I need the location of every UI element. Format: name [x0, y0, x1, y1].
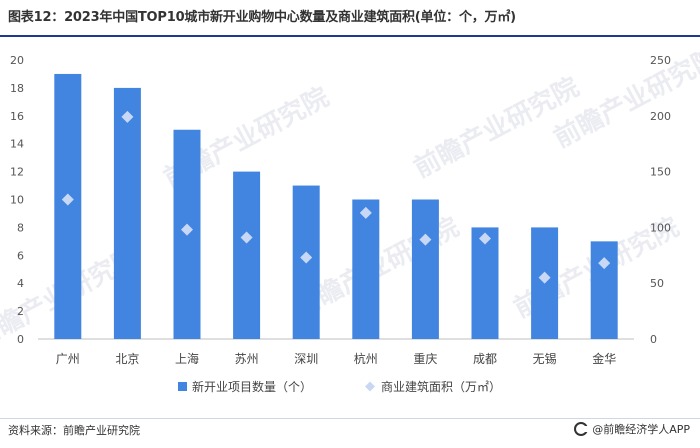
diamond-6	[419, 233, 432, 246]
diamond-4	[300, 251, 313, 264]
x-tick-label-7: 成都	[473, 352, 497, 366]
left-tick-label-6: 12	[10, 166, 24, 179]
brand-credit: @前瞻经济学人APP	[574, 421, 690, 437]
footer-divider	[0, 418, 700, 419]
bar-1	[113, 87, 141, 340]
diamond-1	[121, 110, 134, 123]
x-tick-label-3: 苏州	[235, 352, 259, 366]
legend-swatch-diamond	[365, 381, 375, 392]
diamond-8	[538, 271, 551, 284]
left-tick-label-8: 16	[10, 110, 24, 123]
diamond-3	[240, 231, 253, 244]
x-tick-label-8: 无锡	[533, 351, 557, 366]
x-tick-label-9: 金华	[592, 351, 616, 366]
right-tick-label-2: 100	[650, 221, 671, 234]
right-tick-label-1: 50	[650, 277, 664, 290]
legend-label-bar: 新开业项目数量（个）	[192, 379, 312, 394]
left-tick-label-4: 8	[17, 221, 24, 234]
diamond-0	[61, 193, 74, 206]
bar-5	[352, 199, 380, 339]
bar-7	[471, 227, 499, 339]
right-tick-label-5: 250	[650, 54, 671, 67]
right-tick-label-3: 150	[650, 166, 671, 179]
right-tick-label-0: 0	[650, 333, 657, 346]
legend-swatch-bar	[178, 382, 187, 391]
left-tick-label-9: 18	[10, 82, 24, 95]
diamond-series	[61, 110, 611, 284]
title-underline	[0, 35, 700, 37]
bar-3	[233, 171, 261, 339]
chart-title: 图表12：2023年中国TOP10城市新开业购物中心数量及商业建筑面积(单位：个…	[8, 10, 516, 25]
x-tick-label-1: 北京	[115, 352, 139, 366]
x-tick-label-0: 广州	[56, 352, 80, 366]
left-tick-label-3: 6	[17, 249, 24, 262]
bar-6	[411, 199, 439, 339]
left-tick-label-7: 14	[10, 138, 24, 151]
left-tick-label-2: 4	[17, 277, 24, 290]
legend: 新开业项目数量（个） 商业建筑面积（万㎡）	[178, 379, 501, 394]
source-note: 资料来源：前瞻产业研究院	[8, 424, 140, 437]
title-bar: 图表12：2023年中国TOP10城市新开业购物中心数量及商业建筑面积(单位：个…	[0, 0, 700, 37]
x-axis-labels: 广州 北京 上海 苏州 深圳 杭州 重庆 成都 无锡 金华	[56, 351, 616, 366]
left-tick-label-10: 20	[10, 54, 24, 67]
legend-label-diamond: 商业建筑面积（万㎡）	[381, 379, 501, 394]
right-tick-label-4: 200	[650, 110, 671, 123]
diamond-9	[598, 257, 611, 270]
x-tick-label-6: 重庆	[413, 352, 437, 366]
left-tick-label-5: 10	[10, 194, 24, 207]
brand-logo-icon	[574, 422, 589, 436]
x-tick-label-5: 杭州	[354, 351, 378, 366]
diamond-2	[181, 223, 193, 236]
brand-label: @前瞻经济学人APP	[592, 423, 690, 436]
x-tick-label-4: 深圳	[294, 352, 318, 366]
bar-9	[590, 241, 618, 339]
right-axis: 0 50 100 150 200 250	[650, 54, 671, 346]
left-tick-label-0: 0	[17, 333, 24, 346]
left-tick-label-1: 2	[17, 305, 24, 318]
combo-chart: 前瞻产业研究院前瞻产业研究院前瞻产业研究院前瞻产业研究院前瞻产业研究院前瞻产业研…	[0, 41, 700, 394]
bar-0	[54, 73, 82, 339]
x-tick-label-2: 上海	[175, 351, 199, 366]
diamond-5	[359, 206, 372, 219]
diamond-7	[479, 232, 491, 245]
